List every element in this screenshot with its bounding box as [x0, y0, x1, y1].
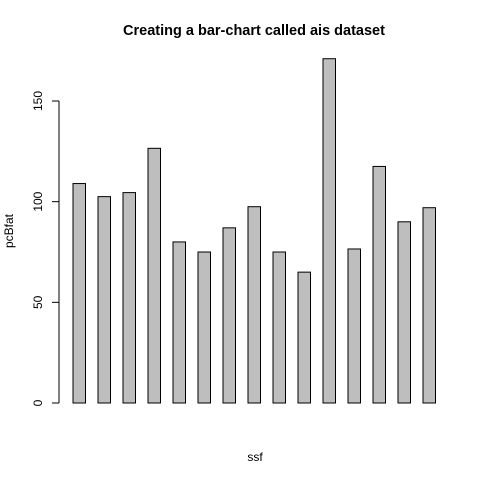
bar — [298, 272, 311, 403]
bar — [373, 166, 386, 403]
y-tick-label: 150 — [31, 91, 45, 111]
bar — [98, 197, 111, 403]
y-tick-label: 100 — [31, 191, 45, 211]
x-axis-label: ssf — [247, 450, 263, 464]
bar — [198, 252, 211, 403]
bar — [248, 207, 261, 403]
bar — [123, 193, 136, 403]
bar — [223, 228, 236, 403]
bar — [323, 59, 336, 403]
y-axis: 0 50 100 150 — [31, 91, 59, 407]
bar — [423, 208, 436, 403]
bar — [273, 252, 286, 403]
bar — [348, 249, 361, 403]
bar — [148, 148, 161, 403]
y-tick-label: 50 — [31, 295, 45, 309]
bar — [173, 242, 186, 403]
chart-title: Creating a bar-chart called ais dataset — [123, 23, 385, 39]
bar — [73, 184, 86, 403]
y-tick-label: 0 — [31, 399, 45, 406]
bar — [398, 222, 411, 403]
y-axis-label: pcBfat — [2, 213, 16, 248]
bars-group — [73, 59, 436, 403]
